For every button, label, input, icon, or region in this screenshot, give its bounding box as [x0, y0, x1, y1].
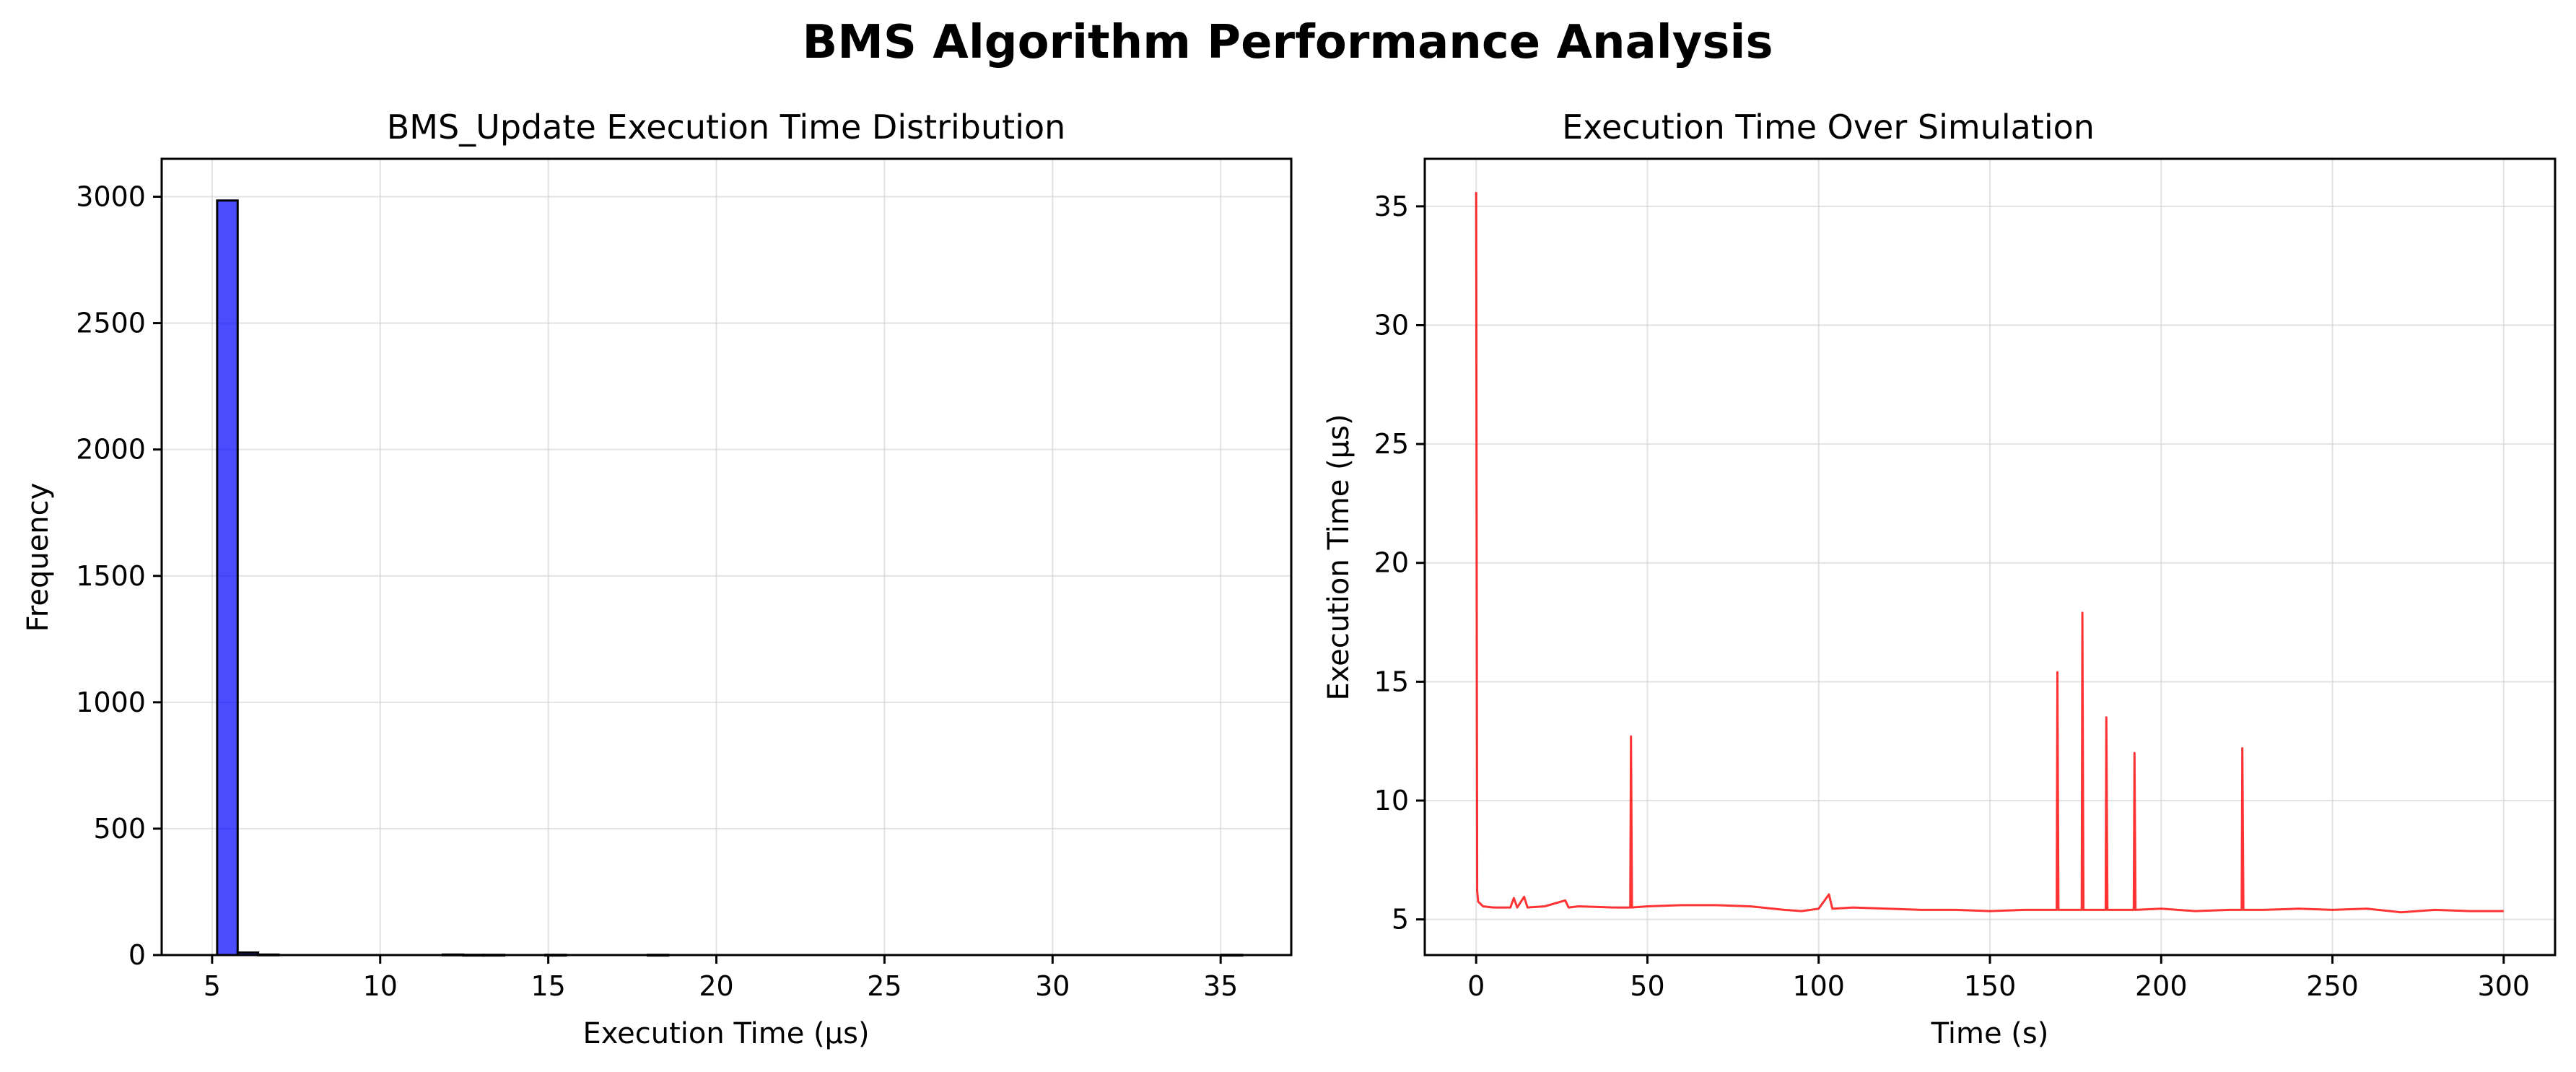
line-chart-x-tick-label: 0	[1467, 970, 1485, 1002]
histogram-x-tick-label: 35	[1203, 970, 1238, 1002]
histogram-y-tick-label: 2500	[76, 308, 146, 339]
histogram-y-tick-label: 0	[128, 939, 146, 971]
line-chart-y-tick-label: 15	[1374, 666, 1409, 697]
histogram-frame	[160, 157, 1293, 956]
line-chart-x-tick-label: 50	[1630, 970, 1664, 1002]
histogram-x-label: Execution Time (µs)	[582, 1017, 869, 1050]
line-chart-gridlines	[1425, 159, 2555, 955]
histogram-x-tick-label: 10	[363, 970, 398, 1002]
line-chart-title: Execution Time Over Simulation	[1562, 108, 2095, 147]
histogram-x-tick-label: 5	[204, 970, 221, 1002]
line-chart-x-ticks: 0 50 100 150 200 250 300	[1467, 955, 2530, 1002]
line-chart-x-tick-label: 250	[2306, 970, 2359, 1002]
line-chart-y-tick-label: 25	[1374, 428, 1409, 460]
histogram-x-tick-label: 15	[531, 970, 565, 1002]
histogram-gridlines	[162, 159, 1291, 956]
line-chart-x-tick-label: 200	[2135, 970, 2188, 1002]
histogram-y-tick-label: 1000	[76, 687, 146, 718]
line-chart-y-tick-label: 20	[1374, 547, 1409, 579]
histogram-y-label: Frequency	[22, 483, 55, 632]
line-chart-x-label: Time (s)	[1931, 1017, 2049, 1050]
line-chart-x-tick-label: 150	[1964, 970, 2017, 1002]
line-chart-y-ticks: 5 10 15 20 25 30 35	[1374, 191, 1425, 936]
line-chart-y-tick-label: 35	[1374, 191, 1409, 222]
histogram-title: BMS_Update Execution Time Distribution	[387, 108, 1066, 147]
histogram-y-ticks: 0 500 1000 1500 2000 2500 3000	[76, 181, 162, 971]
histogram-x-tick-label: 25	[867, 970, 901, 1002]
line-chart-y-tick-label: 5	[1392, 904, 1409, 936]
figure-title: BMS Algorithm Performance Analysis	[802, 16, 1773, 69]
histogram-x-tick-label: 30	[1035, 970, 1070, 1002]
histogram-panel: BMS_Update Execution Time Distribution 5…	[22, 108, 1293, 1050]
line-chart-panel: Execution Time Over Simulation 0 50 100 150…	[1322, 108, 2557, 1050]
line-chart-x-tick-label: 300	[2478, 970, 2531, 1002]
histogram-x-ticks: 5 10 15 20 25 30 35	[204, 955, 1238, 1002]
histogram-y-tick-label: 500	[93, 813, 146, 845]
line-chart-y-tick-label: 30	[1374, 309, 1409, 341]
histogram-y-tick-label: 1500	[76, 560, 146, 592]
line-chart-y-tick-label: 10	[1374, 785, 1409, 816]
histogram-y-tick-label: 3000	[76, 181, 146, 213]
histogram-y-tick-label: 2000	[76, 434, 146, 466]
histogram-bars	[216, 199, 1244, 957]
histogram-bar	[216, 199, 239, 956]
line-chart-y-label: Execution Time (µs)	[1322, 414, 1355, 700]
histogram-x-tick-label: 20	[699, 970, 733, 1002]
line-chart-x-tick-label: 100	[1792, 970, 1845, 1002]
execution-time-line	[1475, 192, 2504, 914]
